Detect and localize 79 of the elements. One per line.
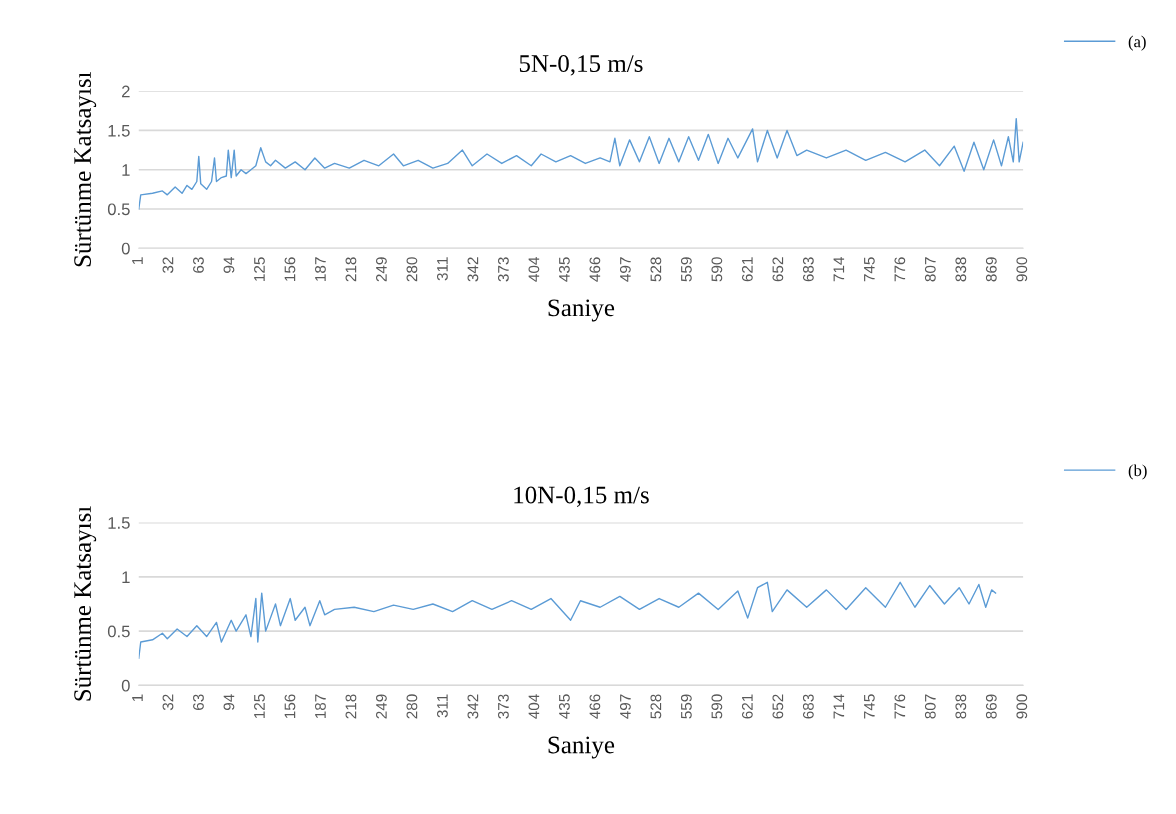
x-tick-label: 125 xyxy=(254,694,265,719)
legend-label: (b) xyxy=(1128,464,1147,480)
y-tick-label: 0.5 xyxy=(107,203,130,216)
x-tick-label: 125 xyxy=(254,257,265,281)
x-tick-label: 404 xyxy=(528,694,540,719)
x-tick-label: 714 xyxy=(833,694,845,719)
y-tick-label: 1 xyxy=(122,164,130,176)
x-tick-label: 218 xyxy=(345,694,357,719)
x-tick-label: 807 xyxy=(924,257,936,282)
x-tick-label: 187 xyxy=(315,257,326,281)
x-tick-label: 776 xyxy=(894,257,906,282)
x-tick-label: 776 xyxy=(894,694,906,719)
x-tick-label: 466 xyxy=(589,694,601,719)
x-axis-title: Saniye xyxy=(548,299,615,322)
y-axis-title: Sürtünme Katsayısı xyxy=(74,71,97,267)
y-tick-label: 0 xyxy=(121,679,130,692)
x-tick-label: 249 xyxy=(376,694,387,719)
x-tick-label: 745 xyxy=(864,257,875,282)
x-tick-label: 373 xyxy=(497,694,509,719)
x-tick-label: 280 xyxy=(406,694,418,719)
x-tick-label: 559 xyxy=(680,257,692,282)
x-tick-label: 683 xyxy=(802,694,814,719)
x-tick-label: 249 xyxy=(376,257,387,282)
x-tick-label: 1 xyxy=(132,694,143,702)
y-tick-label: 2 xyxy=(122,85,130,98)
x-tick-label: 869 xyxy=(985,257,997,282)
line-series xyxy=(138,117,1024,210)
x-tick-label: 714 xyxy=(833,257,845,282)
x-tick-label: 497 xyxy=(619,694,631,719)
x-tick-label: 683 xyxy=(802,257,814,282)
legend-label: (a) xyxy=(1128,35,1146,51)
x-tick-label: 838 xyxy=(955,257,967,282)
x-tick-label: 1 xyxy=(132,257,143,264)
x-tick-label: 373 xyxy=(497,257,509,282)
chart-title: 10N-0,15 m/s xyxy=(514,486,649,507)
x-tick-label: 590 xyxy=(711,694,723,719)
x-tick-label: 404 xyxy=(528,257,540,282)
y-tick-label: 0.5 xyxy=(107,625,130,638)
line-series xyxy=(138,581,997,659)
x-tick-label: 218 xyxy=(345,257,357,282)
x-tick-label: 838 xyxy=(955,694,967,719)
chart-title: 5N-0,15 m/s xyxy=(519,55,643,76)
x-axis-title: Saniye xyxy=(548,736,615,759)
x-tick-label: 32 xyxy=(162,694,174,711)
x-tick-label: 280 xyxy=(406,257,418,282)
x-tick-label: 311 xyxy=(437,694,448,718)
x-tick-label: 435 xyxy=(558,694,570,719)
x-tick-label: 590 xyxy=(711,257,723,282)
x-tick-label: 32 xyxy=(162,257,174,274)
x-tick-label: 466 xyxy=(589,257,601,282)
x-tick-label: 745 xyxy=(864,694,875,719)
y-axis-title: Sürtünme Katsayısı xyxy=(74,506,97,701)
x-tick-label: 156 xyxy=(284,257,296,281)
x-tick-label: 621 xyxy=(741,257,753,282)
x-tick-label: 94 xyxy=(223,694,235,710)
x-tick-label: 559 xyxy=(680,694,692,719)
x-tick-label: 652 xyxy=(772,694,784,719)
x-tick-label: 342 xyxy=(467,257,479,282)
x-tick-label: 900 xyxy=(1016,694,1028,719)
y-tick-label: 1 xyxy=(122,571,130,583)
x-tick-label: 156 xyxy=(284,694,296,719)
x-tick-label: 497 xyxy=(619,257,631,282)
x-tick-label: 900 xyxy=(1016,257,1028,282)
y-tick-label: 1.5 xyxy=(108,125,130,137)
x-tick-label: 869 xyxy=(985,694,997,719)
x-tick-label: 63 xyxy=(193,694,204,710)
x-tick-label: 94 xyxy=(223,257,235,273)
x-tick-label: 528 xyxy=(650,694,662,719)
x-tick-label: 187 xyxy=(315,694,326,719)
y-tick-label: 1.5 xyxy=(108,517,130,529)
x-tick-label: 621 xyxy=(741,694,753,719)
x-tick-label: 528 xyxy=(650,257,662,282)
x-tick-label: 807 xyxy=(924,694,936,719)
x-tick-label: 435 xyxy=(558,257,570,282)
x-tick-label: 652 xyxy=(772,257,784,282)
y-tick-label: 0 xyxy=(121,242,130,255)
x-tick-label: 63 xyxy=(193,257,204,273)
x-tick-label: 342 xyxy=(467,694,479,719)
x-tick-label: 311 xyxy=(437,257,448,281)
